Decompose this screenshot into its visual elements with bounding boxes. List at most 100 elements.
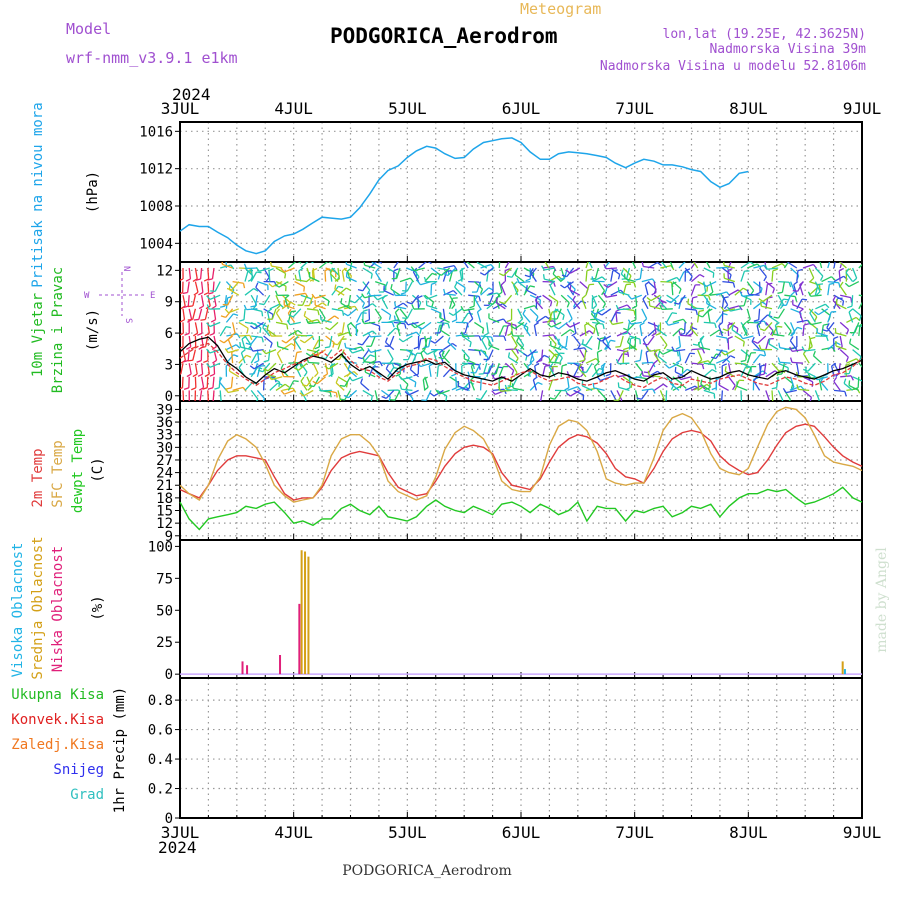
wind-barb: [411, 294, 420, 305]
wind-barb: [703, 362, 715, 366]
wind-barb-flag: [592, 295, 598, 299]
wind-barb: [213, 335, 217, 347]
wind-barb-flag: [830, 276, 836, 281]
wind-barb-flag: [671, 312, 677, 315]
day-label-bottom: 4JUL: [274, 823, 313, 842]
wind-barb: [839, 321, 849, 331]
wind-barb: [231, 281, 240, 291]
wind-barb-flag: [461, 363, 467, 367]
wind-barb: [387, 267, 398, 275]
wind-barb: [517, 308, 524, 319]
wind-barb-flag: [596, 337, 602, 342]
wind-barb: [696, 349, 703, 361]
wind-barb: [257, 321, 268, 328]
wind-barb-flag: [838, 267, 844, 272]
wind-barb-flag: [286, 324, 289, 330]
wind-barb: [657, 355, 668, 364]
wind-barb: [182, 349, 187, 361]
wind-barb: [329, 321, 339, 331]
wind-barb-flag: [701, 364, 705, 370]
wind-barb-flag: [685, 268, 691, 272]
wind-barb: [529, 352, 534, 364]
wind-barb: [659, 335, 668, 346]
wind-barb: [602, 341, 612, 351]
wind-barb-flag: [266, 324, 270, 330]
wind-barb-flag: [180, 291, 183, 295]
wind-barb-flag: [404, 323, 407, 329]
wind-barb-flag: [611, 259, 616, 261]
day-label-bottom: 6JUL: [502, 823, 541, 842]
wind-barb-flag: [334, 315, 340, 320]
wind-barb: [362, 354, 371, 364]
wind-barb-flag: [249, 346, 254, 352]
wind-barb-flag: [253, 287, 259, 292]
wind-barb-flag: [393, 268, 399, 272]
wind-barb-flag: [369, 354, 375, 358]
wind-barb-flag: [561, 363, 568, 367]
wind-barb-flag: [180, 278, 184, 281]
day-label-bottom: 9JUL: [843, 823, 882, 842]
wind-barb-flag: [263, 368, 269, 372]
compass-east: E: [150, 291, 155, 301]
wind-barb-flag: [418, 302, 422, 308]
wind-barb-flag: [431, 272, 438, 276]
day-label-bottom: 8JUL: [729, 823, 768, 842]
wind-barb-flag: [781, 399, 784, 401]
wind-barb-flag: [431, 301, 435, 308]
wind-barb: [263, 335, 273, 344]
wind-barb-flag: [635, 278, 641, 281]
wind-barb: [752, 354, 761, 364]
wind-barb: [703, 369, 713, 378]
wind-barb-flag: [537, 381, 543, 386]
wind-barb-flag: [675, 359, 681, 364]
wind-barb: [385, 341, 395, 351]
wind-barb: [285, 335, 296, 344]
wind-barb-flag: [428, 362, 434, 367]
wind-barb: [463, 308, 475, 312]
wind-barb: [256, 365, 261, 377]
wind-barb-flag: [423, 350, 428, 355]
wind-barb: [314, 304, 326, 310]
wind-barb-flag: [752, 340, 758, 344]
wind-barb: [529, 272, 537, 282]
wind-barb: [827, 262, 831, 269]
wind-barb: [554, 335, 562, 346]
wind-barb: [488, 317, 500, 324]
wind-barb: [804, 348, 816, 352]
wind-barb-flag: [402, 302, 408, 307]
y-tick-label: 100: [148, 539, 173, 555]
wind-barb: [495, 363, 500, 374]
wind-barb-flag: [183, 387, 190, 391]
wind-barb-flag: [701, 348, 706, 354]
wind-barb: [548, 349, 558, 358]
wind-barb: [815, 303, 826, 310]
wind-barb-flag: [732, 385, 736, 391]
wind-barb: [807, 362, 816, 372]
wind-barb-flag: [463, 287, 466, 293]
wind-barb: [672, 318, 684, 324]
wind-barb: [523, 305, 535, 310]
wind-barb-flag: [698, 259, 703, 260]
wind-barb: [480, 287, 490, 296]
wind-barb: [768, 343, 779, 351]
wind-barb-flag: [435, 389, 440, 395]
wind-barb-flag: [774, 321, 780, 326]
wind-barb: [526, 289, 537, 296]
wind-barb: [227, 389, 239, 394]
wind-barb-flag: [816, 291, 821, 296]
wind-barb-flag: [257, 369, 264, 373]
wind-barb-flag: [309, 385, 315, 388]
wind-barb-flag: [609, 319, 613, 325]
wind-barb: [498, 366, 504, 378]
cloud-unit: (%): [90, 595, 106, 620]
wind-barb-flag: [651, 332, 657, 337]
wind-barb-flag: [848, 308, 854, 313]
wind-barb-flag: [192, 278, 198, 282]
wind-barb-flag: [314, 372, 319, 378]
wind-barb: [188, 308, 193, 320]
wind-barb-flag: [623, 327, 629, 331]
wind-barb: [684, 352, 691, 364]
wind-barb-flag: [410, 324, 416, 329]
wind-barb: [585, 262, 589, 269]
wind-barb: [799, 284, 804, 296]
